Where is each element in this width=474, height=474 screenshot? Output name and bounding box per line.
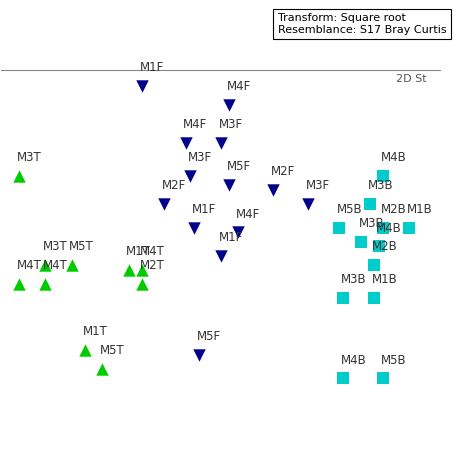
Point [195, 351, 202, 359]
Text: M5T: M5T [100, 344, 125, 357]
Point [99, 365, 106, 373]
Text: M4B: M4B [376, 222, 402, 235]
Point [370, 262, 378, 269]
Point [68, 262, 75, 269]
Point [370, 294, 378, 302]
Text: M4B: M4B [381, 151, 407, 164]
Point [138, 280, 146, 288]
Text: M1F: M1F [192, 203, 217, 216]
Text: M4T: M4T [17, 259, 42, 273]
Text: M5B: M5B [337, 203, 363, 216]
Point [270, 186, 277, 194]
Point [217, 139, 225, 146]
Point [340, 374, 347, 382]
Text: M1B: M1B [372, 273, 398, 286]
Point [125, 266, 132, 274]
Point [41, 280, 49, 288]
Text: M4F: M4F [183, 118, 208, 131]
Text: M4F: M4F [236, 208, 260, 220]
Text: M3B: M3B [359, 217, 384, 230]
Point [405, 224, 413, 231]
Point [160, 200, 167, 208]
Point [15, 280, 23, 288]
Point [379, 172, 387, 180]
Text: M4B: M4B [341, 354, 367, 366]
Point [81, 346, 89, 354]
Text: M3F: M3F [219, 118, 243, 131]
Point [41, 262, 49, 269]
Point [217, 252, 225, 260]
Point [357, 238, 365, 246]
Point [138, 82, 146, 90]
Text: M5F: M5F [197, 330, 221, 343]
Text: M1B: M1B [407, 203, 433, 216]
Point [15, 172, 23, 180]
Point [191, 224, 198, 231]
Text: M3B: M3B [367, 179, 393, 192]
Text: M4T: M4T [139, 245, 164, 258]
Text: M2T: M2T [139, 259, 164, 273]
Point [235, 228, 242, 236]
Text: M2B: M2B [372, 240, 398, 254]
Point [335, 224, 343, 231]
Text: M1F: M1F [139, 62, 164, 74]
Text: M5B: M5B [381, 354, 406, 366]
Point [226, 182, 233, 189]
Point [182, 139, 189, 146]
Point [138, 266, 146, 274]
Point [375, 243, 383, 250]
Point [379, 374, 387, 382]
Point [305, 200, 312, 208]
Text: Transform: Square root
Resemblance: S17 Bray Curtis: Transform: Square root Resemblance: S17 … [278, 13, 447, 35]
Point [340, 294, 347, 302]
Text: M2F: M2F [162, 179, 186, 192]
Point [366, 200, 374, 208]
Text: M1F: M1F [219, 231, 243, 244]
Text: M3B: M3B [341, 273, 367, 286]
Text: M5F: M5F [227, 160, 251, 173]
Text: M3T: M3T [43, 240, 68, 254]
Text: M2B: M2B [381, 203, 407, 216]
Text: M3T: M3T [17, 151, 42, 164]
Text: M5T: M5T [69, 240, 94, 254]
Text: M1T: M1T [127, 245, 151, 258]
Text: 2D St: 2D St [396, 74, 427, 84]
Text: M3F: M3F [188, 151, 212, 164]
Point [379, 224, 387, 231]
Text: M2F: M2F [271, 165, 295, 178]
Point [186, 172, 194, 180]
Point [226, 101, 233, 109]
Text: M1T: M1T [82, 325, 108, 338]
Text: M4T: M4T [43, 259, 68, 273]
Text: M4F: M4F [227, 80, 252, 93]
Text: M3F: M3F [306, 179, 330, 192]
